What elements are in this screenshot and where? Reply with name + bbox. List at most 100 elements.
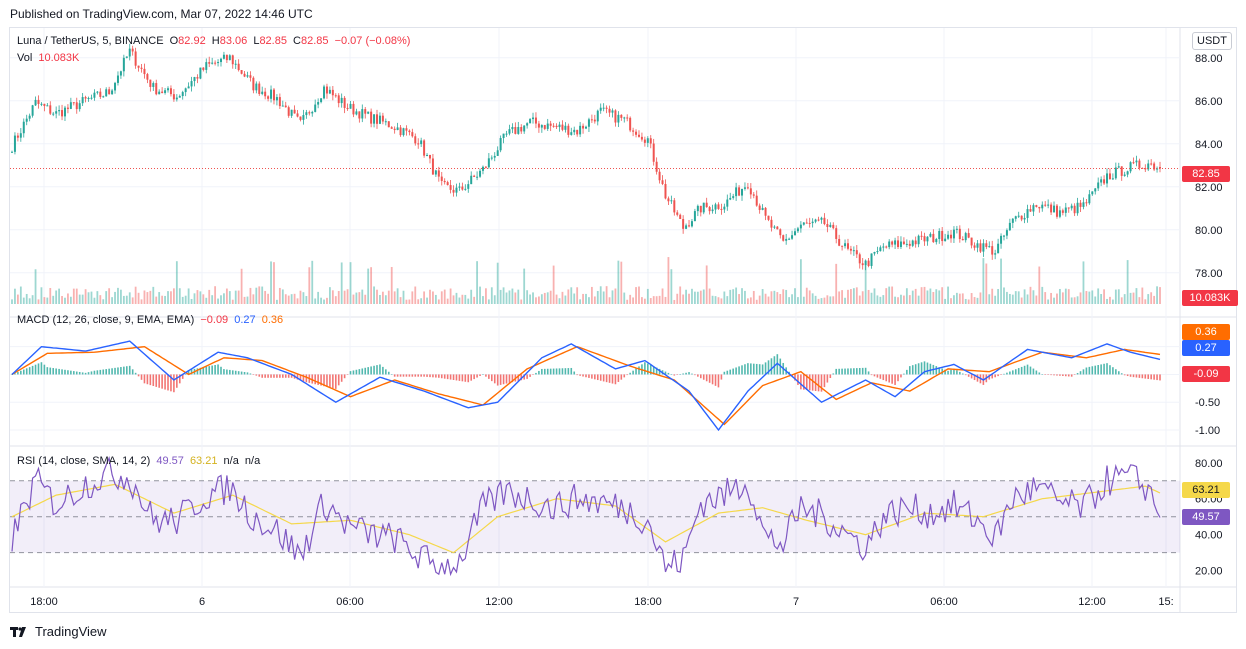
volume-bar: [90, 291, 93, 304]
candle-body: [140, 67, 143, 69]
volume-bar: [499, 289, 502, 304]
candle-body: [861, 263, 864, 266]
macd-histogram-bar: [1082, 369, 1085, 375]
volume-bar: [14, 288, 16, 304]
candle-body: [443, 180, 446, 183]
macd-histogram-bar: [334, 374, 337, 389]
volume-bar: [158, 292, 161, 304]
candle-body: [470, 175, 473, 185]
candle-body: [838, 238, 841, 246]
candle-body: [211, 62, 214, 64]
tradingview-logo-icon: [10, 626, 26, 637]
candle-body: [1055, 205, 1058, 217]
chart-frame[interactable]: [9, 27, 1237, 613]
candle-body: [58, 110, 61, 112]
candle-body: [146, 74, 149, 80]
macd-histogram-bar: [805, 374, 808, 390]
macd-histogram-bar: [911, 365, 914, 375]
macd-histogram-bar: [1147, 374, 1150, 379]
macd-histogram-bar: [420, 374, 422, 377]
candle-body: [602, 107, 605, 109]
candle-body: [929, 233, 932, 237]
volume-bar: [1032, 290, 1035, 304]
candle-body: [932, 233, 935, 243]
candle-body: [1144, 168, 1147, 170]
macd-histogram-bar: [435, 374, 437, 378]
candle-body: [240, 70, 243, 74]
volume-legend: Vol 10.083K: [17, 52, 82, 64]
candle-body: [461, 186, 464, 190]
volume-bar: [1008, 293, 1011, 304]
volume-bar: [93, 297, 96, 304]
macd-histogram-bar: [146, 374, 149, 385]
volume-bar: [561, 291, 564, 304]
volume-bar: [596, 291, 599, 304]
candle-body: [785, 238, 788, 241]
candle-body: [1100, 179, 1103, 183]
macd-histogram-bar: [752, 363, 755, 375]
candle-body: [81, 97, 84, 104]
tradingview-footer[interactable]: TradingView: [10, 624, 107, 639]
macd-histogram-bar: [223, 369, 225, 375]
candle-body: [1073, 205, 1076, 214]
macd-histogram-bar: [1044, 374, 1046, 375]
volume-bar: [1094, 296, 1097, 304]
macd-histogram-bar: [741, 365, 743, 375]
macd-histogram-bar: [1094, 365, 1097, 375]
volume-bar: [835, 263, 838, 304]
candle-body: [902, 241, 905, 244]
x-tick-label: 15:: [1158, 596, 1173, 608]
volume-bar: [1150, 292, 1153, 304]
volume-bar: [449, 288, 452, 304]
candle-body: [66, 107, 69, 109]
macd-histogram-bar: [370, 366, 372, 375]
volume-bar: [137, 292, 140, 304]
macd-histogram-bar: [117, 367, 119, 375]
price-tick-label: 78.00: [1195, 268, 1223, 280]
volume-bar: [691, 288, 693, 304]
macd-histogram-bar: [714, 374, 717, 386]
macd-histogram-bar: [140, 374, 143, 380]
macd-histogram-bar: [867, 371, 870, 375]
candle-body: [193, 77, 196, 82]
macd-histogram-bar: [1129, 374, 1132, 377]
macd-histogram-bar: [364, 367, 367, 375]
macd-histogram-bar: [440, 374, 443, 379]
volume-bar: [629, 294, 632, 304]
macd-histogram-bar: [800, 374, 802, 390]
candle-body: [434, 170, 437, 175]
volume-bar: [1123, 294, 1126, 304]
candle-body: [1053, 205, 1056, 213]
volume-bar: [402, 290, 405, 304]
volume-bar: [246, 296, 249, 304]
volume-bar: [738, 294, 740, 304]
macd-histogram-bar: [502, 374, 505, 385]
candle-body: [131, 48, 134, 52]
macd-histogram-bar: [605, 374, 608, 383]
macd-histogram-bar: [988, 374, 991, 380]
macd-histogram-bar: [264, 374, 266, 378]
volume-bar: [184, 295, 187, 304]
volume-bar: [649, 298, 652, 304]
volume-bar: [214, 286, 217, 304]
candle-body: [325, 86, 328, 94]
candle-body: [626, 117, 629, 119]
macd-histogram-bar: [137, 374, 140, 377]
candle-body: [202, 67, 205, 70]
volume-bar: [334, 296, 337, 304]
macd-histogram-bar: [755, 363, 758, 375]
macd-histogram-bar: [770, 358, 773, 375]
candle-body: [1032, 205, 1035, 212]
volume-bar: [240, 268, 243, 304]
volume-bar: [1014, 291, 1017, 304]
volume-bar: [567, 289, 570, 304]
volume-bar: [199, 291, 202, 304]
macd-histogram-bar: [956, 370, 958, 375]
macd-histogram-bar: [679, 374, 681, 375]
macd-histogram-bar: [178, 374, 181, 384]
macd-histogram-bar: [1153, 374, 1155, 380]
currency-button[interactable]: USDT: [1192, 32, 1232, 50]
macd-histogram-bar: [337, 374, 340, 386]
macd-histogram-bar: [231, 370, 234, 375]
